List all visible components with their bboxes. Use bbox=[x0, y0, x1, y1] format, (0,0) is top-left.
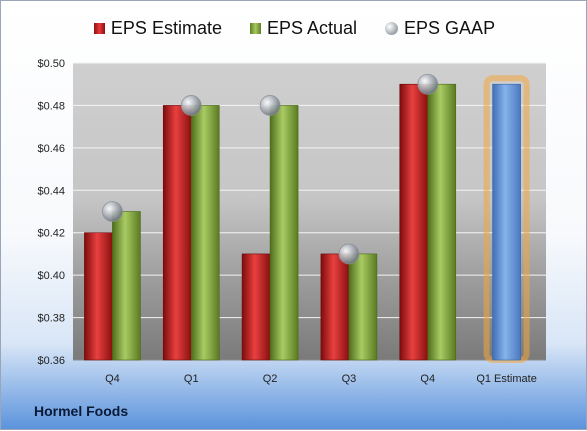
legend-item-estimate: EPS Estimate bbox=[93, 18, 222, 39]
y-tick-label: $0.48 bbox=[37, 100, 65, 112]
legend-item-actual: EPS Actual bbox=[249, 18, 358, 39]
legend-swatch-gaap bbox=[385, 22, 399, 35]
bar-eps-estimate bbox=[399, 83, 429, 361]
y-tick-label: $0.36 bbox=[37, 355, 65, 367]
legend-swatch-actual bbox=[249, 23, 261, 34]
legend-label-actual: EPS Actual bbox=[266, 18, 358, 38]
bar-eps-actual bbox=[190, 105, 220, 361]
y-tick-label: $0.42 bbox=[37, 228, 65, 240]
bar-eps-estimate bbox=[241, 253, 271, 361]
legend-label-estimate: EPS Estimate bbox=[110, 18, 222, 38]
x-tick-label: Q2 bbox=[263, 373, 278, 385]
y-tick-label: $0.46 bbox=[37, 143, 65, 155]
company-name: Hormel Foods bbox=[34, 403, 129, 419]
legend: EPS Estimate EPS Actual EPS GAAP bbox=[1, 18, 587, 39]
x-tick-label: Q3 bbox=[342, 373, 357, 385]
point-eps-gaap bbox=[259, 95, 281, 116]
y-tick-label: $0.50 bbox=[37, 58, 65, 70]
bar-eps-actual bbox=[269, 105, 299, 361]
point-eps-gaap bbox=[180, 95, 202, 116]
bar-eps-estimate bbox=[162, 105, 192, 361]
x-tick-label: Q1 Estimate bbox=[476, 373, 537, 385]
point-eps-gaap bbox=[102, 201, 123, 222]
y-tick-label: $0.40 bbox=[37, 270, 65, 282]
plot-area bbox=[73, 63, 546, 360]
bar-q1-estimate bbox=[492, 83, 521, 361]
legend-label-gaap: EPS GAAP bbox=[404, 18, 496, 38]
point-eps-gaap bbox=[338, 243, 360, 265]
bar-eps-actual bbox=[427, 83, 457, 361]
x-tick-label: Q4 bbox=[105, 373, 120, 385]
bar-eps-estimate bbox=[320, 253, 350, 361]
bar-eps-actual bbox=[112, 211, 141, 361]
bar-eps-actual bbox=[348, 253, 378, 361]
legend-swatch-estimate bbox=[93, 23, 105, 34]
y-tick-label: $0.38 bbox=[37, 313, 65, 325]
x-tick-label: Q1 bbox=[184, 373, 199, 385]
y-tick-label: $0.44 bbox=[37, 185, 65, 197]
point-eps-gaap bbox=[417, 73, 439, 95]
legend-item-gaap: EPS GAAP bbox=[385, 18, 495, 39]
bar-eps-estimate bbox=[84, 232, 113, 361]
x-tick-label: Q4 bbox=[420, 373, 435, 385]
